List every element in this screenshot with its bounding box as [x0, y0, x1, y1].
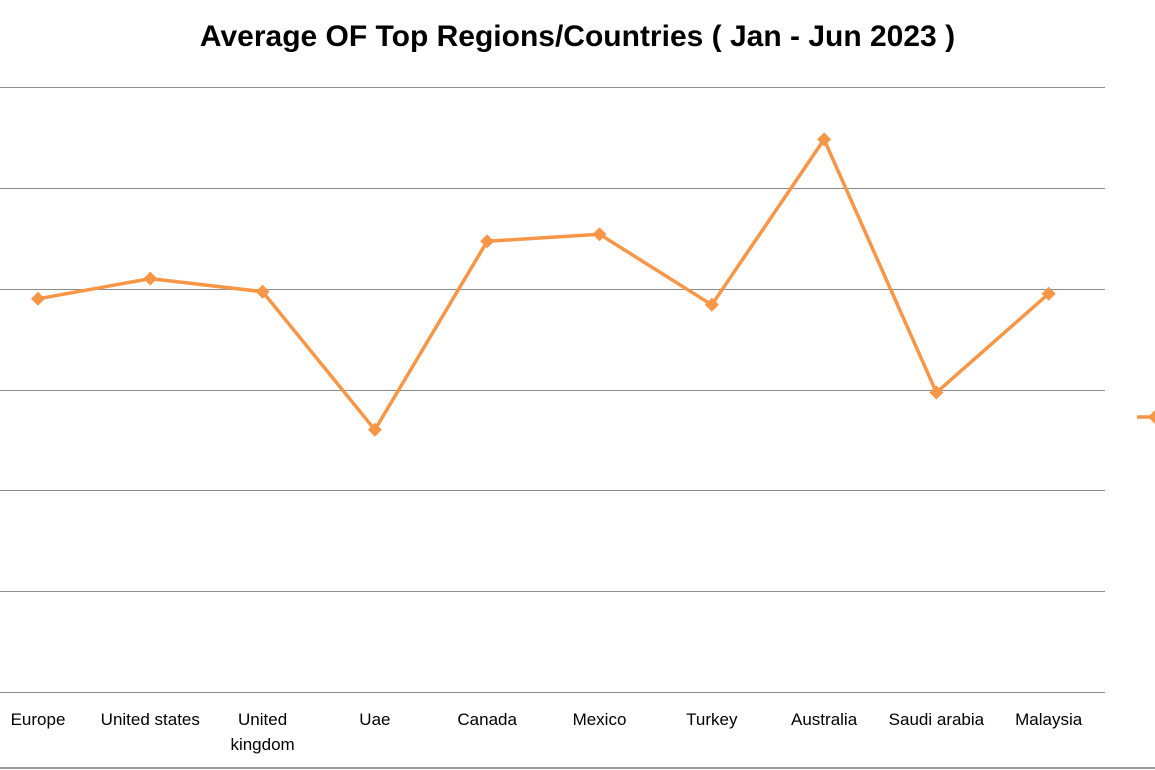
x-tick-label-australia: Australia: [791, 710, 858, 729]
data-point-layer: [31, 132, 1056, 437]
chart-title: Average OF Top Regions/Countries ( Jan -…: [199, 20, 956, 53]
data-point-united-kingdom: [255, 284, 270, 299]
chart-bottom-border: [0, 767, 1155, 769]
legend-marker-swatch: [1148, 410, 1155, 424]
data-point-turkey: [704, 297, 719, 312]
gridlines: [0, 87, 1105, 693]
data-point-europe: [31, 291, 45, 306]
data-point-canada: [480, 234, 495, 249]
data-point-malaysia: [1041, 286, 1056, 301]
series-line-0: [36, 137, 1051, 432]
data-point-saudi-arabia: [929, 385, 944, 400]
x-tick-label-united-kingdom: United kingdom: [230, 710, 294, 754]
data-point-united-states: [143, 271, 158, 286]
x-tick-label-united-states: United states: [101, 710, 200, 729]
x-tick-label-uae: Uae: [359, 710, 390, 729]
series-line-layer: [36, 137, 1051, 432]
x-tick-label-europe: Europe: [11, 710, 66, 729]
x-tick-label-canada: Canada: [457, 710, 517, 729]
x-tick-label-malaysia: Malaysia: [1015, 710, 1083, 729]
x-tick-label-saudi-arabia: Saudi arabia: [889, 710, 985, 729]
x-tick-label-turkey: Turkey: [686, 710, 738, 729]
x-tick-label-mexico: Mexico: [573, 710, 627, 729]
x-axis-tick-labels: Europe United states United kingdom Uae Canad…: [11, 710, 1083, 754]
legend: [1137, 410, 1155, 424]
data-point-uae: [367, 422, 382, 437]
data-point-australia: [817, 132, 832, 147]
data-point-mexico: [592, 227, 607, 242]
